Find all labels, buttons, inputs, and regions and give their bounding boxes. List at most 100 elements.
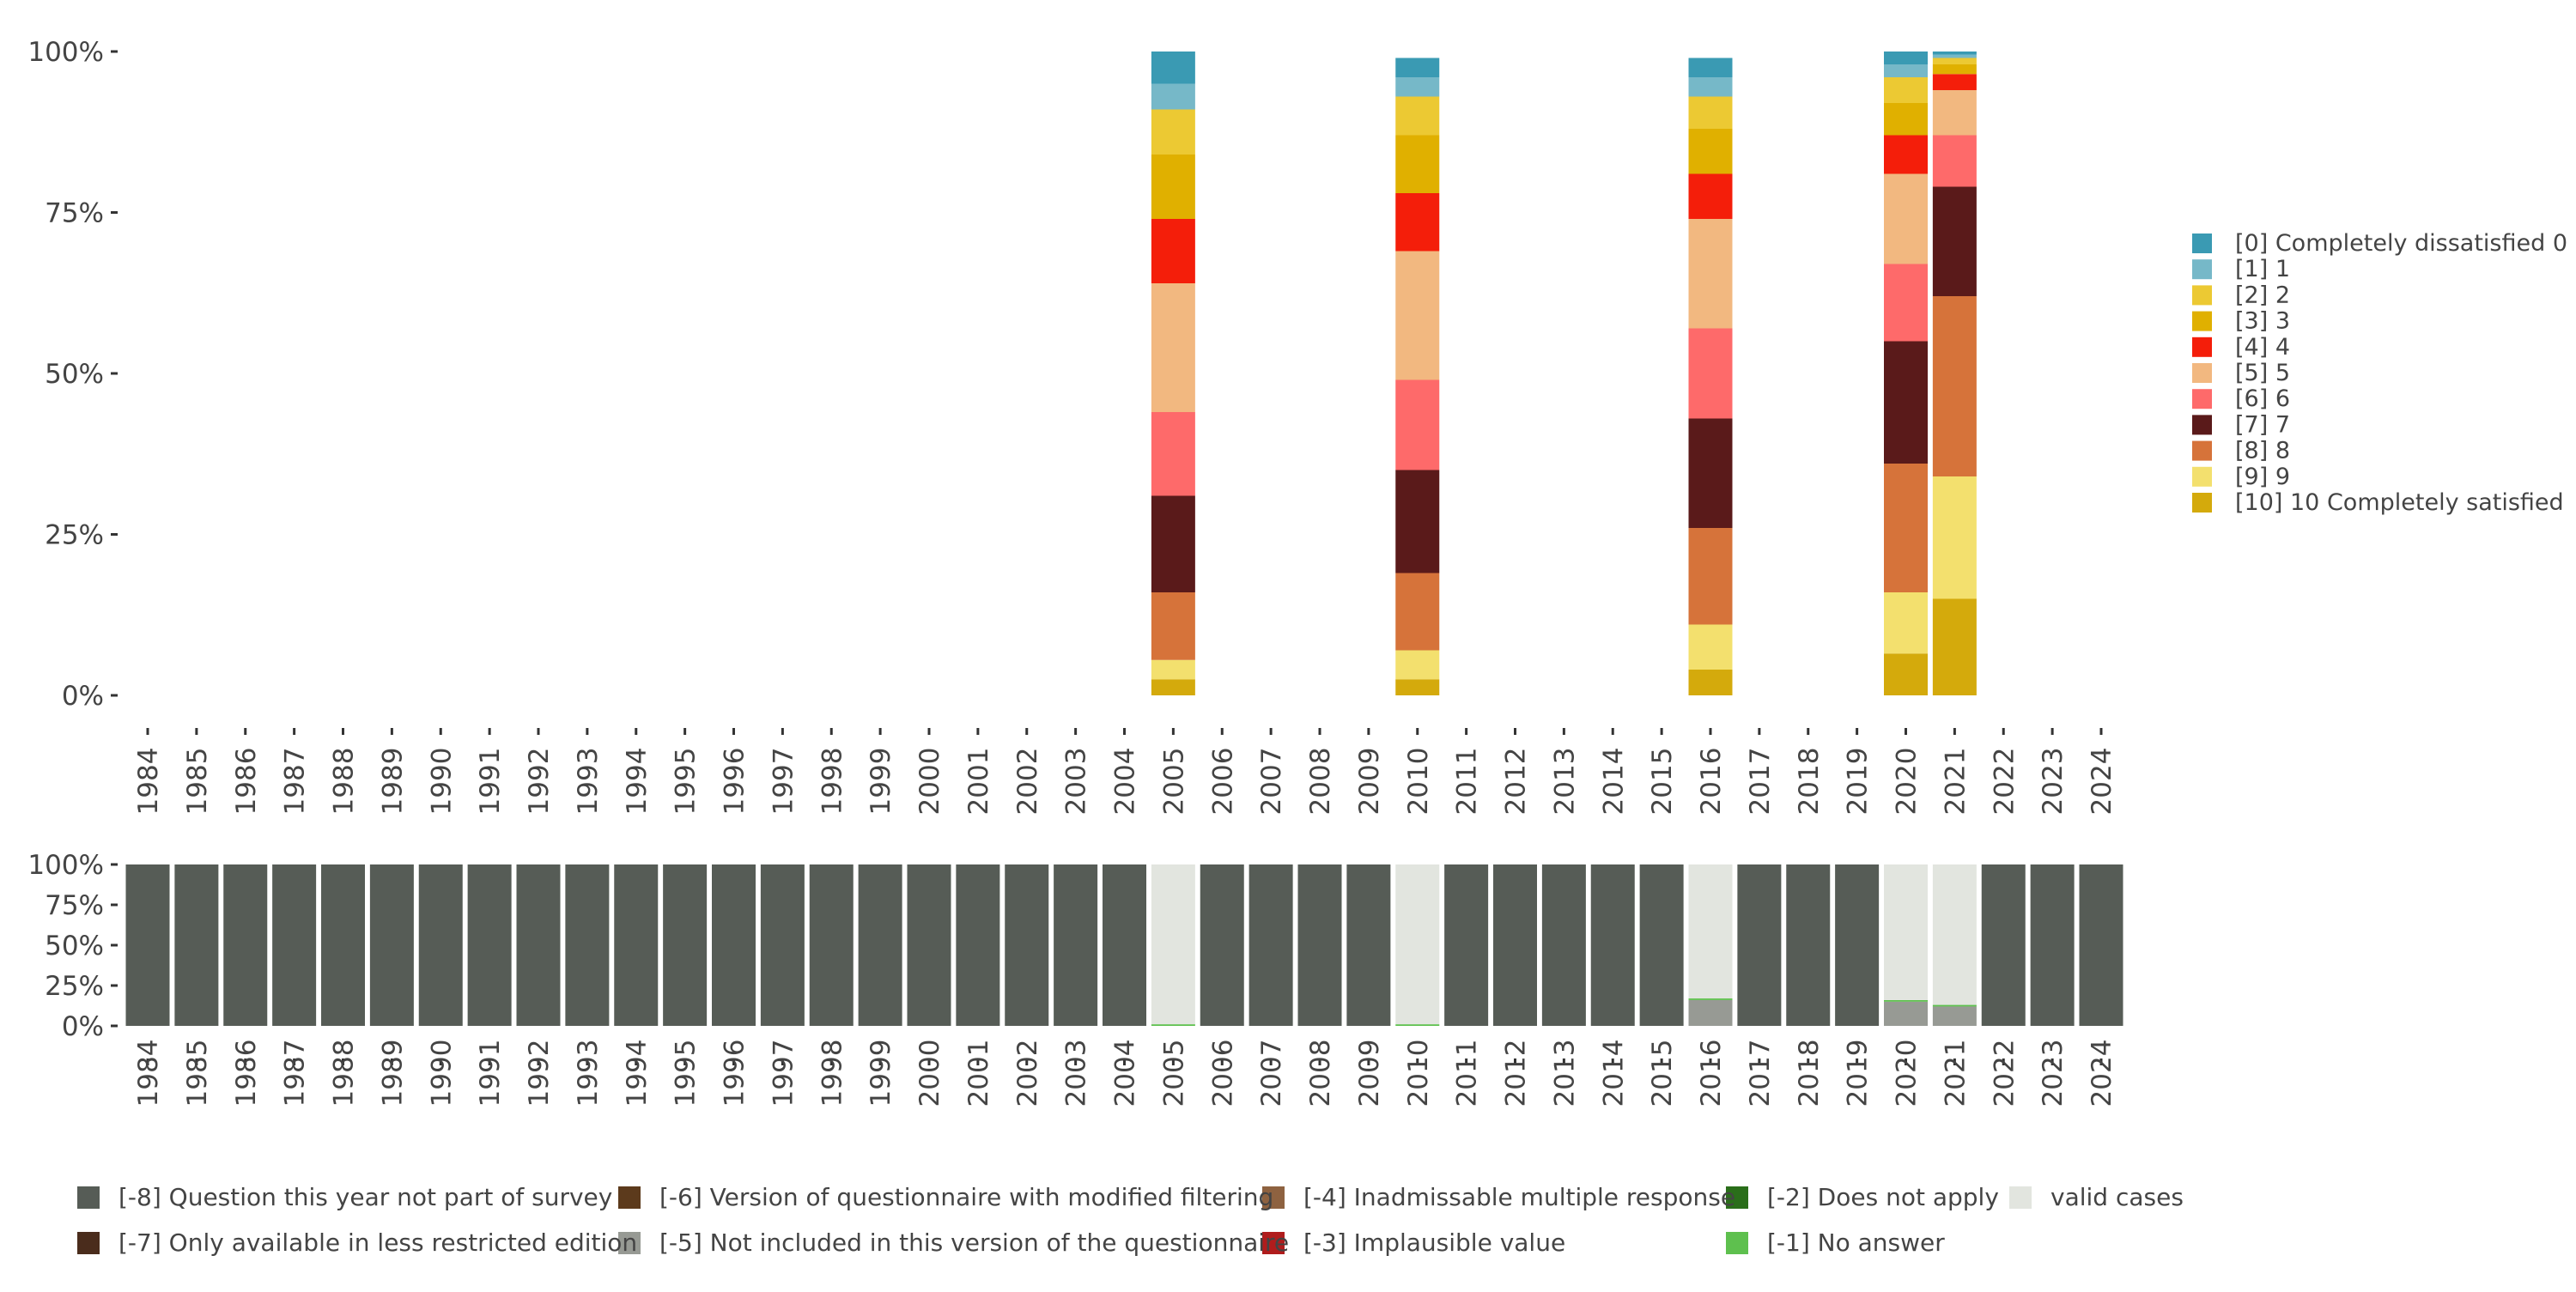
x-tick-label: 2010 <box>1403 748 1434 816</box>
legend-label: [4] 4 <box>2235 334 2290 361</box>
bar-segment <box>1884 173 1928 264</box>
x-tick-label: 1997 <box>768 1040 799 1107</box>
x-tick-label: 2020 <box>1892 1040 1923 1107</box>
legend-swatch <box>2192 337 2212 357</box>
legend-swatch <box>1726 1232 1748 1254</box>
x-tick-label: 1998 <box>817 1040 848 1107</box>
bar-segment <box>1151 219 1195 283</box>
bar-segment <box>1151 155 1195 219</box>
legend-swatch <box>2009 1186 2032 1209</box>
x-tick-label: 1985 <box>182 1040 213 1107</box>
bar-segment <box>2079 864 2123 1026</box>
bar-segment <box>907 864 951 1026</box>
x-tick-label: 2009 <box>1354 748 1385 816</box>
legend-swatch <box>2192 440 2212 461</box>
bar-segment <box>1884 77 1928 103</box>
x-tick-label: 1990 <box>426 1040 457 1107</box>
bar-segment <box>1590 864 1635 1026</box>
bar-segment <box>1884 135 1928 174</box>
legend-swatch <box>618 1232 641 1254</box>
bar-segment <box>1200 864 1244 1026</box>
bar-segment <box>1688 173 1733 219</box>
x-tick-label: 2016 <box>1696 748 1727 816</box>
bar-segment <box>1884 264 1928 342</box>
legend-label: [-4] Inadmissable multiple response <box>1303 1183 1735 1211</box>
bar-segment <box>467 864 512 1026</box>
bar-segment <box>1884 864 1928 1000</box>
x-tick-label: 2011 <box>1452 1040 1483 1107</box>
x-tick-label: 1992 <box>524 1040 555 1107</box>
bar-segment <box>1786 864 1831 1026</box>
bar-segment <box>712 864 756 1026</box>
legend-top <box>2192 234 2212 513</box>
bar-segment <box>1151 109 1195 155</box>
x-tick-label: 2023 <box>2038 748 2069 816</box>
legend-label: [6] 6 <box>2235 385 2290 412</box>
bar-segment <box>1346 864 1391 1026</box>
x-tick-label: 1992 <box>524 748 555 816</box>
x-tick-label: 2015 <box>1647 1040 1678 1107</box>
legend-swatch <box>2192 363 2212 383</box>
bar-segment <box>1981 864 2026 1026</box>
bar-segment <box>1444 864 1489 1026</box>
legend-label: [-5] Not included in this version of the… <box>659 1228 1289 1257</box>
bar-segment <box>1151 1024 1195 1026</box>
bar-segment <box>516 864 561 1026</box>
x-tick-label: 1999 <box>866 748 896 816</box>
legend-label: valid cases <box>2050 1183 2184 1211</box>
x-tick-label: 1993 <box>573 1040 604 1107</box>
y-tick-label: 75% <box>45 198 104 229</box>
legend-swatch <box>2192 285 2212 306</box>
bar-segment <box>1688 129 1733 174</box>
y-tick-label: 100% <box>27 850 104 881</box>
bar-segment <box>1884 103 1928 136</box>
x-tick-label: 2007 <box>1256 1040 1287 1107</box>
bar-segment <box>1932 74 1977 90</box>
bar-segment <box>858 864 902 1026</box>
bar-segment <box>1688 999 1733 1026</box>
bar-segment <box>1005 864 1049 1026</box>
x-tick-label: 1991 <box>475 1040 506 1107</box>
x-tick-label: 1994 <box>622 748 653 816</box>
legend-label: [-6] Version of questionnaire with modif… <box>659 1183 1273 1211</box>
x-tick-label: 2024 <box>2087 748 2117 816</box>
bar-segment <box>1932 476 1977 599</box>
legend-swatch <box>2192 389 2212 409</box>
x-tick-label: 1988 <box>329 1040 360 1107</box>
bar-segment <box>614 864 659 1026</box>
bar-segment <box>1151 679 1195 695</box>
x-tick-label: 2022 <box>1989 748 2020 816</box>
x-tick-label: 2006 <box>1207 1040 1238 1107</box>
bar-segment <box>1932 186 1977 296</box>
bottom-panel <box>111 863 2123 1065</box>
x-tick-label: 2003 <box>1061 1040 1092 1107</box>
x-tick-label: 2017 <box>1745 1040 1776 1107</box>
top-panel <box>111 50 2103 735</box>
bar-segment <box>1688 77 1733 97</box>
x-tick-label: 2009 <box>1354 1040 1385 1107</box>
x-tick-label: 2011 <box>1452 748 1483 816</box>
bar-segment <box>1932 58 1977 64</box>
x-tick-label: 2013 <box>1549 1040 1580 1107</box>
x-tick-label: 1987 <box>280 1040 311 1107</box>
bar-segment <box>1395 135 1440 193</box>
bar-segment <box>1688 670 1733 695</box>
x-tick-label: 2005 <box>1158 1040 1189 1107</box>
legend-label: [3] 3 <box>2235 308 2290 335</box>
bar-segment <box>1884 52 1928 64</box>
x-tick-label: 1997 <box>768 748 799 816</box>
x-tick-label: 2019 <box>1843 748 1874 816</box>
x-tick-label: 2021 <box>1940 748 1971 816</box>
bar-segment <box>809 864 854 1026</box>
x-tick-label: 2008 <box>1305 1040 1336 1107</box>
legend-swatch <box>1726 1186 1748 1209</box>
bar-segment <box>272 864 317 1026</box>
bar-segment <box>1688 96 1733 129</box>
bar-segment <box>1151 412 1195 496</box>
legend-label: [9] 9 <box>2235 464 2290 490</box>
x-tick-label: 2018 <box>1794 748 1825 816</box>
bar-segment <box>1688 998 1733 1000</box>
x-tick-label: 2004 <box>1110 1040 1141 1107</box>
